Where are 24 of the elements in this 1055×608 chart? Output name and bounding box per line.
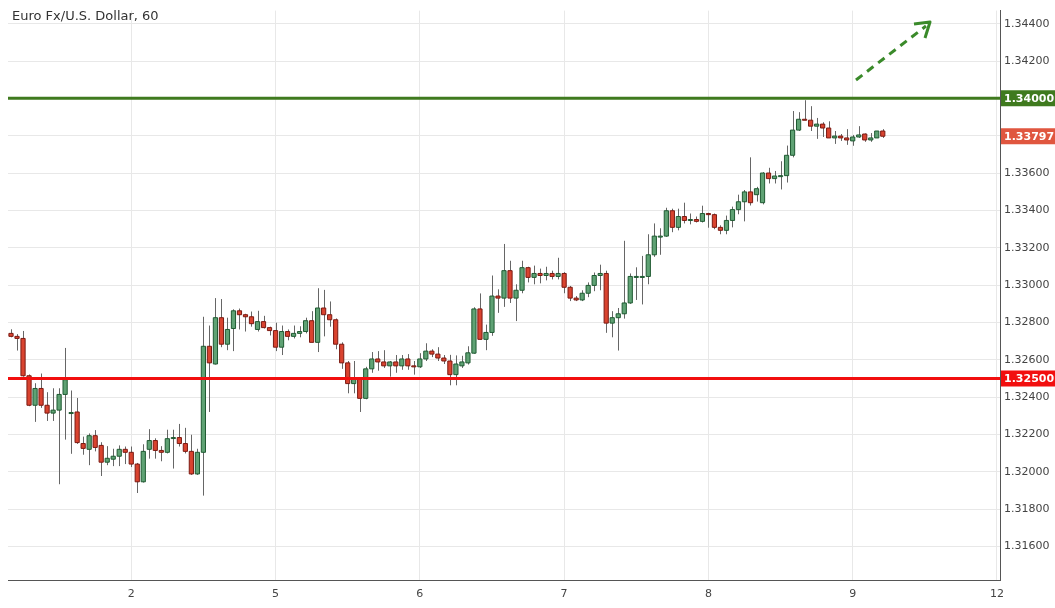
x-tick-label: 2 [127,587,135,601]
chart-title: Euro Fx/U.S. Dollar, 60 [12,8,159,23]
y-tick-label: 1.32600 [1004,352,1050,366]
y-tick-label: 1.34400 [1004,16,1050,30]
y-tick-label: 1.32000 [1004,464,1050,478]
x-tick-label: 6 [416,587,424,601]
text: 1.33797 [1004,129,1055,143]
x-tick-label: 7 [560,587,568,601]
y-tick-label: 1.33400 [1004,203,1050,217]
x-tick-label: 12 [989,587,1004,601]
y-tick-label: 1.32400 [1004,389,1050,403]
y-tick-label: 1.33200 [1004,240,1050,254]
ref-line-label: 1.32500 [1004,371,1055,385]
ref-line-label: 1.34000 [1004,91,1055,105]
y-tick-label: 1.31800 [1004,501,1050,515]
y-tick-label: 1.32800 [1004,315,1050,329]
y-tick-label: 1.32200 [1004,427,1050,441]
x-tick-label: 5 [272,587,280,601]
y-tick-label: 1.31600 [1004,539,1050,553]
x-tick-label: 8 [704,587,712,601]
x-tick-label: 9 [849,587,857,601]
y-tick-label: 1.33600 [1004,165,1050,179]
y-tick-label: 1.33000 [1004,277,1050,291]
y-tick-label: 1.34200 [1004,53,1050,67]
